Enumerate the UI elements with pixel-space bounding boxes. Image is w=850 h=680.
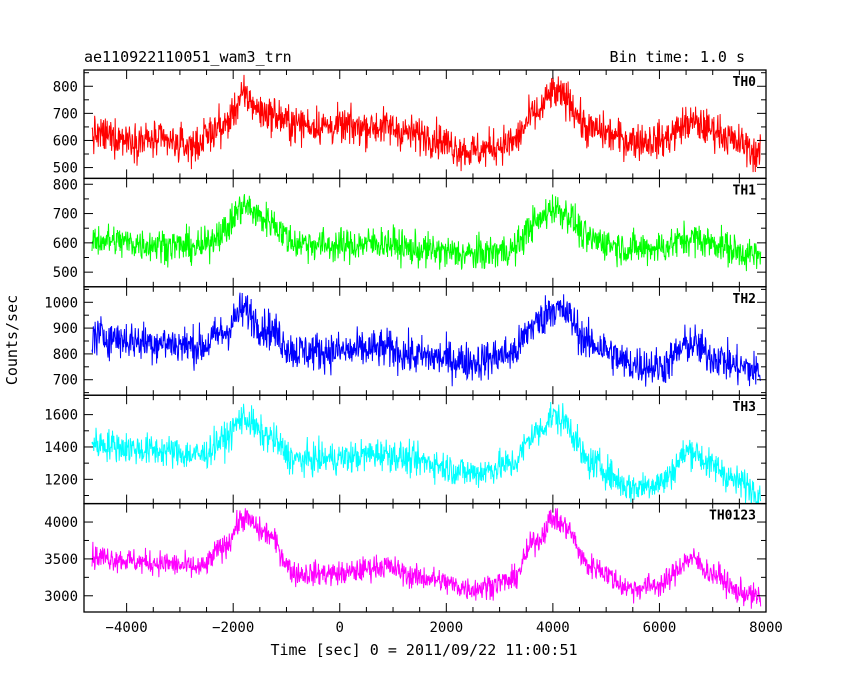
channel-label: TH3 bbox=[733, 400, 756, 415]
x-axis-label: Time [sec] 0 = 2011/09/22 11:00:51 bbox=[270, 641, 577, 659]
x-tick-label: 4000 bbox=[536, 620, 570, 636]
panel-th3: 1200 1400 1600 TH3 bbox=[44, 394, 767, 505]
x-tick-label: 0 bbox=[336, 620, 344, 636]
chart-title: ae110922110051_wam3_trn bbox=[84, 48, 292, 66]
y-tick-label: 700 bbox=[53, 207, 78, 223]
y-tick-label: 4000 bbox=[44, 515, 78, 531]
panel-th1: 500 600 700 800 TH1 bbox=[53, 177, 767, 288]
y-tick-label: 700 bbox=[53, 373, 78, 389]
x-tick-label: −2000 bbox=[212, 620, 254, 636]
y-tick-label: 800 bbox=[53, 79, 78, 95]
y-tick-label: 1000 bbox=[44, 295, 78, 311]
panels-group: 500 600 700 800 TH0 500 600 700 800 TH1 700 800 900 1… bbox=[44, 69, 767, 613]
y-tick-label: 800 bbox=[53, 347, 78, 363]
y-tick-label: 500 bbox=[53, 161, 78, 177]
y-tick-label: 700 bbox=[53, 106, 78, 122]
y-tick-label: 900 bbox=[53, 321, 78, 337]
y-tick-label: 800 bbox=[53, 177, 78, 193]
panel-frame bbox=[83, 502, 767, 613]
y-tick-label: 1400 bbox=[44, 440, 78, 456]
bin-time-label: Bin time: 1.0 s bbox=[610, 48, 745, 66]
y-axis-label: Counts/sec bbox=[3, 295, 21, 385]
y-tick-label: 600 bbox=[53, 133, 78, 149]
channel-label: TH2 bbox=[733, 292, 756, 307]
panel-th2: 700 800 900 1000 TH2 bbox=[44, 286, 767, 396]
panel-th0123: 3000 3500 4000 TH0123 bbox=[44, 502, 767, 613]
x-tick-label: 2000 bbox=[429, 620, 463, 636]
x-axis: −4000 −2000 0 2000 4000 6000 8000 bbox=[106, 620, 783, 636]
y-tick-label: 1200 bbox=[44, 472, 78, 488]
channel-label: TH0 bbox=[733, 75, 757, 90]
y-tick-label: 500 bbox=[53, 265, 78, 281]
series-th2 bbox=[91, 292, 762, 387]
series-th3 bbox=[91, 401, 762, 504]
panel-frame bbox=[83, 69, 767, 180]
series-th0 bbox=[91, 74, 762, 173]
x-tick-label: 8000 bbox=[749, 620, 783, 636]
channel-label: TH1 bbox=[733, 183, 757, 198]
series-th1 bbox=[91, 194, 762, 272]
x-tick-label: 6000 bbox=[643, 620, 677, 636]
y-tick-label: 600 bbox=[53, 236, 78, 252]
x-tick-label: −4000 bbox=[106, 620, 148, 636]
y-tick-label: 1600 bbox=[44, 408, 78, 424]
channel-label: TH0123 bbox=[709, 509, 756, 524]
series-th0123 bbox=[91, 508, 762, 609]
y-tick-label: 3000 bbox=[44, 589, 78, 605]
y-tick-label: 3500 bbox=[44, 552, 78, 568]
panel-th0: 500 600 700 800 TH0 bbox=[53, 69, 767, 180]
